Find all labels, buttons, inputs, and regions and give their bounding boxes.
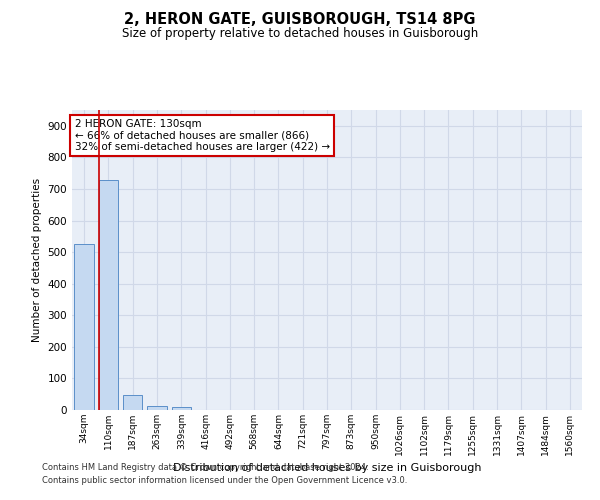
Y-axis label: Number of detached properties: Number of detached properties: [32, 178, 42, 342]
Bar: [74, 244, 94, 410]
Bar: [99, 180, 118, 410]
Text: Contains HM Land Registry data © Crown copyright and database right 2024.: Contains HM Land Registry data © Crown c…: [42, 464, 368, 472]
Text: 2, HERON GATE, GUISBOROUGH, TS14 8PG: 2, HERON GATE, GUISBOROUGH, TS14 8PG: [124, 12, 476, 28]
Bar: [172, 408, 191, 410]
Text: Size of property relative to detached houses in Guisborough: Size of property relative to detached ho…: [122, 28, 478, 40]
X-axis label: Distribution of detached houses by size in Guisborough: Distribution of detached houses by size …: [173, 463, 481, 473]
Bar: [147, 406, 167, 410]
Text: Contains public sector information licensed under the Open Government Licence v3: Contains public sector information licen…: [42, 476, 407, 485]
Bar: [123, 395, 142, 410]
Text: 2 HERON GATE: 130sqm
← 66% of detached houses are smaller (866)
32% of semi-deta: 2 HERON GATE: 130sqm ← 66% of detached h…: [74, 119, 329, 152]
